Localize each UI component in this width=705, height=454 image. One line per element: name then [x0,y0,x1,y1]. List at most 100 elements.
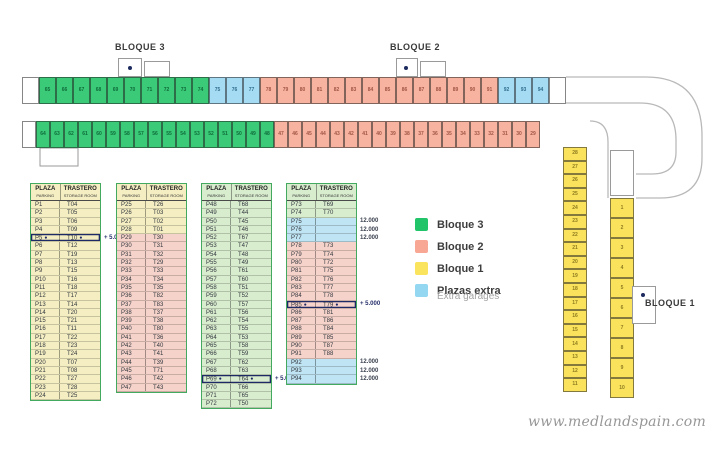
table-row: P76 12.000 [287,225,378,235]
table-row: P30 T31 [117,242,186,251]
parking-cell: 26 [563,174,587,188]
trastero-cell [316,375,356,382]
table-row: P57 T60 [202,275,271,284]
parking-cell: 48 [260,121,274,148]
parking-cell: 11 [563,378,587,392]
table-row: P74 T70 [287,209,356,218]
trastero-cell: T46 [237,226,249,233]
parking-cell: 72 [158,77,175,104]
plaza-cell: P89 [287,333,316,342]
plaza-cell: P76 [287,225,316,234]
parking-cell: 79 [277,77,294,104]
header-subline: STORAGE ROOM [149,193,183,198]
trastero-cell: T25 [66,392,78,399]
column-header-trastero: TRASTERO STORAGE ROOM [232,184,271,200]
header-line: TRASTERO [63,186,97,192]
parking-cell: 58 [120,121,134,148]
plaza-cell: P65 [202,342,231,350]
plaza-cell: P11 [31,283,60,292]
table-row: P2 T05 [31,209,100,218]
trastero-cell: T42 [152,376,164,383]
header-subline: PARKING [292,193,311,198]
plaza-cell: P79 [287,250,316,259]
parking-cell: 53 [190,121,204,148]
parking-cell: 82 [328,77,345,104]
plaza-cell: P23 [31,383,60,391]
table-row: P8 T13 [31,259,100,268]
parking-cell: 37 [414,121,428,148]
table-row: P7 T19 [31,250,100,260]
column-header-trastero: TRASTERO STORAGE ROOM [61,184,100,200]
table-row: P77 12.000 [287,234,378,243]
plaza-cell: P57 [202,275,231,283]
parking-cell: 69 [107,77,124,104]
selected-marker-dot: ● [303,301,307,308]
selected-marker-dot: ● [44,235,48,242]
plaza-cell: P12 [31,292,60,300]
trastero-cell: T04 [66,202,78,208]
table-row: P56 T61 [202,267,271,276]
table-row: P49 T44 [202,209,271,218]
parking-cell: 15 [563,323,587,338]
parking-cell: 17 [563,296,587,311]
plaza-cell: P22 [31,375,60,383]
table-row: P89 T85 [287,333,356,343]
legend-label: Bloque 2 [437,240,484,253]
table-row: P36 T82 [117,292,186,301]
trastero-cell: T61 [237,268,249,275]
road-curve-outer [566,76,703,199]
table-row: P5 ● T10 ● + 5.000 [31,234,124,243]
table-row: P21 T08 [31,366,100,376]
table-row: P81 T75 [287,267,356,276]
plaza-cell: P48 [202,201,231,209]
plaza-cell: P50 [202,217,231,225]
plaza-cell: P15 [31,317,60,325]
plaza-cell: P72 [202,400,231,408]
plaza-cell: P4 [31,225,60,234]
parking-cell: 70 [124,77,141,104]
parking-cell: 39 [386,121,400,148]
plaza-cell: P71 [202,391,231,400]
plaza-cell: P17 [31,333,60,342]
table-row: P75 12.000 [287,217,378,226]
parking-cell: 41 [358,121,372,148]
parking-cell: 9 [610,358,634,378]
watermark: www.medlandspain.com [528,414,705,430]
parking-cell: 89 [447,77,464,104]
header-subline: PARKING [122,193,141,198]
table-row: P44 T39 [117,358,186,367]
plaza-cell: P52 [202,234,231,242]
column-header-plaza: PLAZA PARKING [287,184,317,200]
trastero-cell: T32 [152,251,164,258]
table-row: P87 T86 [287,317,356,326]
parking-cell: 75 [209,77,226,104]
parking-cell: 46 [288,121,302,148]
parking-cell: 61 [78,121,92,148]
plaza-cell: P2 [31,209,60,217]
trastero-cell: T26 [152,202,164,208]
parking-cell: 38 [400,121,414,148]
plaza-cell: P43 [117,350,146,358]
bloque2-color-swatch [415,240,428,253]
parking-cell: 10 [610,378,634,398]
table-header: PLAZA PARKING TRASTERO STORAGE ROOM [117,184,186,201]
trastero-cell: T47 [237,243,249,250]
table-row: P55 T49 [202,259,271,268]
plaza-cell: P21 [31,366,60,375]
parking-cell: 32 [484,121,498,148]
parking-cell: 43 [330,121,344,148]
trastero-cell: T23 [66,343,78,350]
plaza-cell: P80 [287,259,316,267]
plaza-cell: P83 [287,283,316,292]
table-row: P13 T14 [31,300,100,309]
parking-cell: 5 [610,278,634,298]
parking-cell: 88 [430,77,447,104]
table-header: PLAZA PARKING TRASTERO STORAGE ROOM [287,184,356,201]
trastero-cell: T55 [237,326,249,333]
plaza-cell: P19 [31,350,60,358]
price-note: 12.000 [360,375,379,382]
table-row: P62 T54 [202,317,271,326]
plaza-cell: P64 [202,333,231,342]
plaza-cell: P53 [202,242,231,250]
table-row: P1 T04 [31,201,100,210]
